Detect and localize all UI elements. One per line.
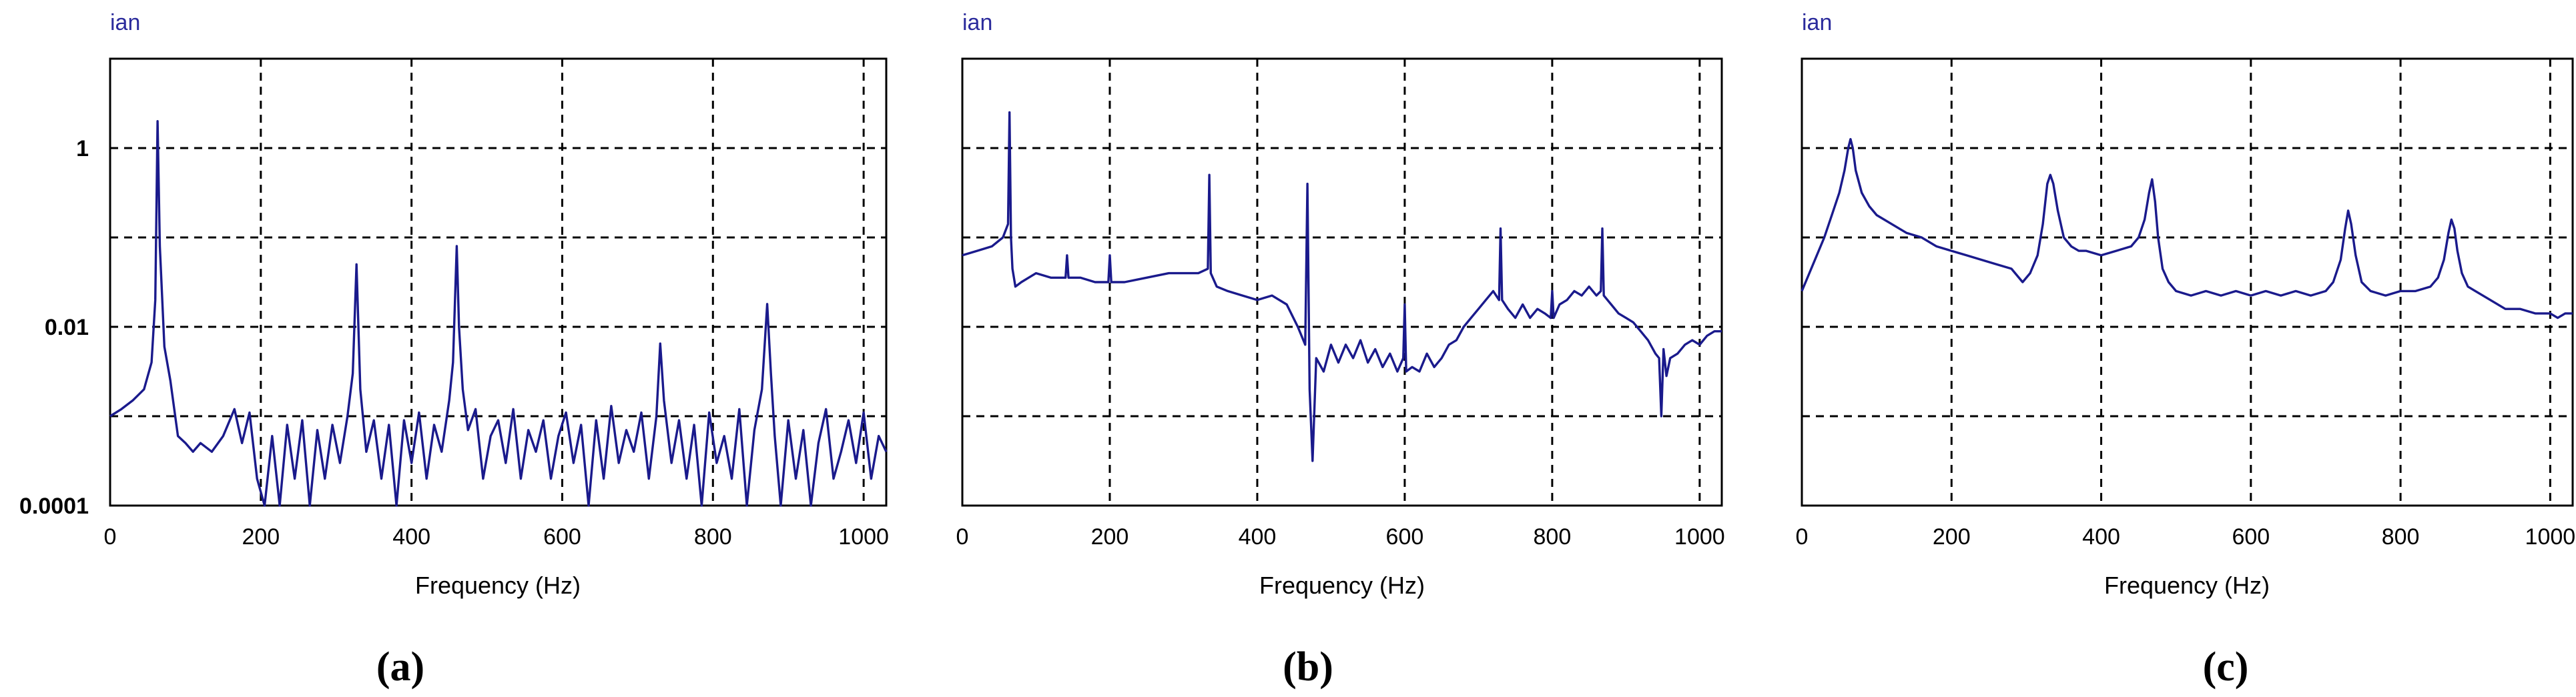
- panel-c-caption: (c): [2203, 644, 2249, 690]
- y-tick-label: 1: [76, 136, 89, 161]
- panel-a-plot-area: [109, 57, 888, 507]
- panel-c-plot-area: [1801, 57, 2574, 507]
- x-tick-label: 0: [104, 524, 117, 550]
- panel-c: ian 0 200 400 600 800 1000 Frequency (Hz) (c): [1796, 10, 2576, 690]
- panel-b-xlabel: Frequency (Hz): [1259, 572, 1425, 599]
- x-tick-label: 0: [1796, 524, 1809, 550]
- x-tick-label: 800: [694, 524, 732, 550]
- x-tick-label: 1000: [1674, 524, 1725, 550]
- x-tick-label: 1000: [838, 524, 889, 550]
- panel-a-caption: (a): [376, 644, 424, 690]
- y-tick-label: 0.01: [45, 315, 89, 340]
- x-tick-label: 1000: [2525, 524, 2576, 550]
- x-tick-label: 800: [1534, 524, 1572, 550]
- x-tick-label: 600: [1386, 524, 1424, 550]
- panel-a-xlabel: Frequency (Hz): [415, 572, 581, 599]
- x-tick-label: 800: [2382, 524, 2420, 550]
- panel-b-caption: (b): [1283, 644, 1333, 690]
- y-tick-label: 0.0001: [19, 494, 89, 519]
- panel-a-xticks: 0 200 400 600 800 1000: [104, 524, 889, 550]
- panel-b-series-line: [962, 111, 1722, 462]
- panel-a: ian 0 200 400 600 800 1000 0.0001 0.01 1 Freque…: [19, 10, 889, 690]
- panel-b-xticks: 0 200 400 600 800 1000: [956, 524, 1725, 550]
- panel-b-grid: [962, 59, 1722, 506]
- panel-a-grid: [110, 57, 886, 507]
- panel-c-xlabel: Frequency (Hz): [2104, 572, 2270, 599]
- panel-a-ylabel: ian: [110, 10, 140, 35]
- panel-c-ylabel: ian: [1802, 10, 1832, 35]
- panel-b-ylabel: ian: [962, 10, 992, 35]
- x-tick-label: 200: [1091, 524, 1129, 550]
- x-tick-label: 600: [543, 524, 581, 550]
- x-tick-label: 0: [956, 524, 969, 550]
- panel-c-grid: [1802, 59, 2573, 506]
- panel-b: ian 0 200 400 600 800 1000 Frequency (Hz) (b): [956, 10, 1725, 690]
- panel-c-xticks: 0 200 400 600 800 1000: [1796, 524, 2576, 550]
- panel-a-series-line: [109, 119, 888, 507]
- x-tick-label: 400: [392, 524, 430, 550]
- x-tick-label: 200: [242, 524, 280, 550]
- x-tick-label: 400: [2082, 524, 2120, 550]
- panel-c-series-line: [1801, 137, 2573, 319]
- x-tick-label: 600: [2232, 524, 2270, 550]
- x-tick-label: 200: [1933, 524, 1971, 550]
- x-tick-label: 400: [1239, 524, 1277, 550]
- panel-b-plot-area: [961, 57, 1723, 507]
- panel-a-yticks: 0.0001 0.01 1: [19, 136, 89, 519]
